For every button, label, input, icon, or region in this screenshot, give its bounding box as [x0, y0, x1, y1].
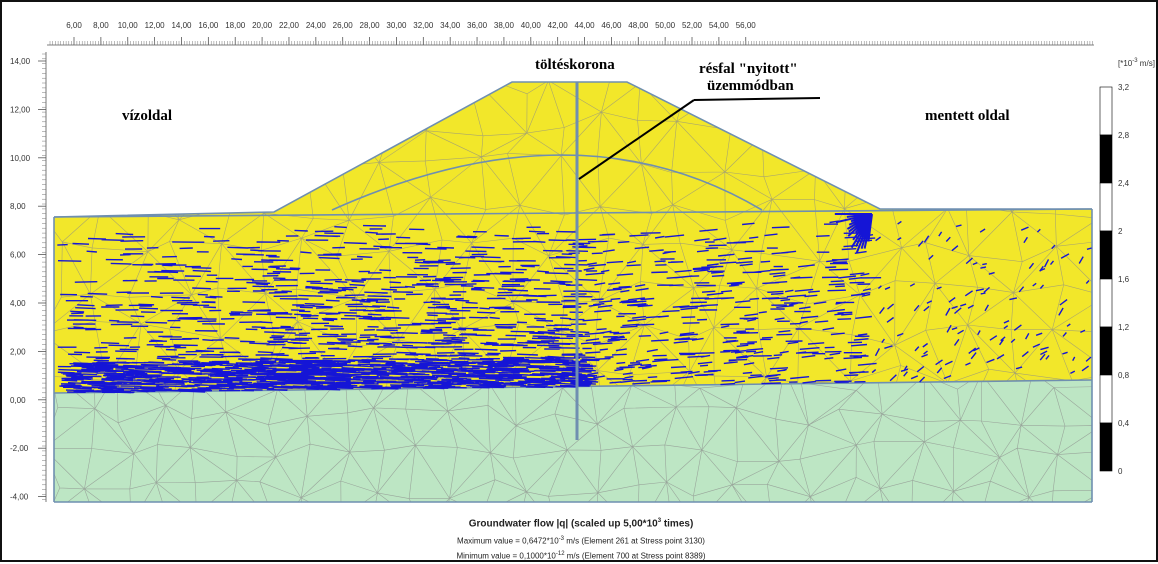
- x-tick-label: 26,00: [333, 21, 354, 30]
- x-tick-label: 6,00: [66, 21, 82, 30]
- velocity-legend: [*10-3 m/s] 3,2 2,8 2,4 2 1,6 1,2 0,8 0,4 0: [1099, 58, 1155, 476]
- protected-side-label: mentett oldal: [925, 108, 1010, 124]
- x-tick-label: 32,00: [413, 21, 434, 30]
- x-tick-label: 16,00: [198, 21, 219, 30]
- x-tick-label: 8,00: [93, 21, 109, 30]
- x-tick-label: 34,00: [440, 21, 461, 30]
- y-tick-label: 6,00: [10, 251, 26, 260]
- caption-maximum-value: Maximum value = 0,6472*10-3 m/s (Element…: [457, 536, 705, 546]
- x-tick-label: 28,00: [360, 21, 381, 30]
- legend-segment: [1099, 374, 1113, 424]
- legend-segment: [1099, 134, 1113, 184]
- y-tick-label: 8,00: [10, 202, 26, 211]
- x-tick-label: 30,00: [386, 21, 407, 30]
- x-tick-label: 50,00: [655, 21, 676, 30]
- y-tick-label: -2,00: [10, 444, 29, 453]
- legend-label: 1,2: [1118, 323, 1130, 332]
- legend-segment: [1099, 230, 1113, 280]
- legend-segment: [1099, 326, 1113, 376]
- legend-unit: [*10-3 m/s]: [1118, 58, 1155, 68]
- x-tick-label: 20,00: [252, 21, 273, 30]
- x-tick-label: 42,00: [548, 21, 569, 30]
- x-tick-label: 38,00: [494, 21, 515, 30]
- legend-segment: [1099, 86, 1113, 136]
- x-tick-label: 40,00: [521, 21, 542, 30]
- cutoff-wall-label-line1: résfal "nyitott": [699, 61, 798, 77]
- legend-label: 0,8: [1118, 371, 1130, 380]
- legend-label: 2,4: [1118, 179, 1130, 188]
- annotation-underline: [693, 97, 821, 101]
- x-tick-label: 22,00: [279, 21, 300, 30]
- x-tick-label: 12,00: [145, 21, 166, 30]
- y-tick-label: -4,00: [10, 493, 29, 502]
- x-tick-label: 24,00: [306, 21, 327, 30]
- y-tick-label: 2,00: [10, 347, 26, 356]
- x-tick-label: 48,00: [628, 21, 649, 30]
- y-tick-label: 12,00: [10, 105, 31, 114]
- y-axis-ruler: 14,00 12,00 10,00 8,00 6,00 4,00 2,00 0,00 -2,00…: [10, 52, 47, 502]
- y-tick-label: 14,00: [10, 57, 31, 66]
- finite-element-mesh-subsoil: [54, 380, 1092, 502]
- legend-segment: [1099, 278, 1113, 328]
- legend-label: 1,6: [1118, 275, 1130, 284]
- x-tick-label: 36,00: [467, 21, 488, 30]
- x-tick-label: 10,00: [118, 21, 139, 30]
- x-axis-ruler: 6,00 8,00 10,00 12,00 14,00 16,00 18,00 20,00 22…: [47, 21, 1094, 46]
- x-tick-label: 56,00: [736, 21, 757, 30]
- legend-label: 2,8: [1118, 131, 1130, 140]
- legend-segment: [1099, 422, 1113, 472]
- water-side-label: vízoldal: [122, 108, 172, 124]
- y-tick-label: 0,00: [10, 396, 26, 405]
- legend-label: 2: [1118, 227, 1123, 236]
- x-tick-label: 14,00: [171, 21, 192, 30]
- x-tick-label: 52,00: [682, 21, 703, 30]
- y-tick-label: 10,00: [10, 154, 31, 163]
- cutoff-wall-label-line2: üzemmódban: [707, 78, 794, 94]
- x-tick-label: 46,00: [601, 21, 622, 30]
- annotation-leader-line: [578, 99, 695, 180]
- x-tick-label: 18,00: [225, 21, 246, 30]
- caption-title: Groundwater flow |q| (scaled up 5,00*103…: [468, 518, 694, 530]
- crest-label: töltéskorona: [535, 57, 615, 73]
- legend-label: 3,2: [1118, 83, 1130, 92]
- caption-minimum-value: Minimum value = 0,1000*10-12 m/s (Elemen…: [456, 551, 706, 561]
- y-tick-label: 4,00: [10, 299, 26, 308]
- groundwater-flow-vectors: [57, 213, 1092, 394]
- legend-segment: [1099, 182, 1113, 232]
- legend-label: 0: [1118, 467, 1123, 476]
- x-tick-label: 54,00: [709, 21, 730, 30]
- x-tick-label: 44,00: [575, 21, 596, 30]
- subsoil-region: [54, 380, 1092, 502]
- legend-label: 0,4: [1118, 419, 1130, 428]
